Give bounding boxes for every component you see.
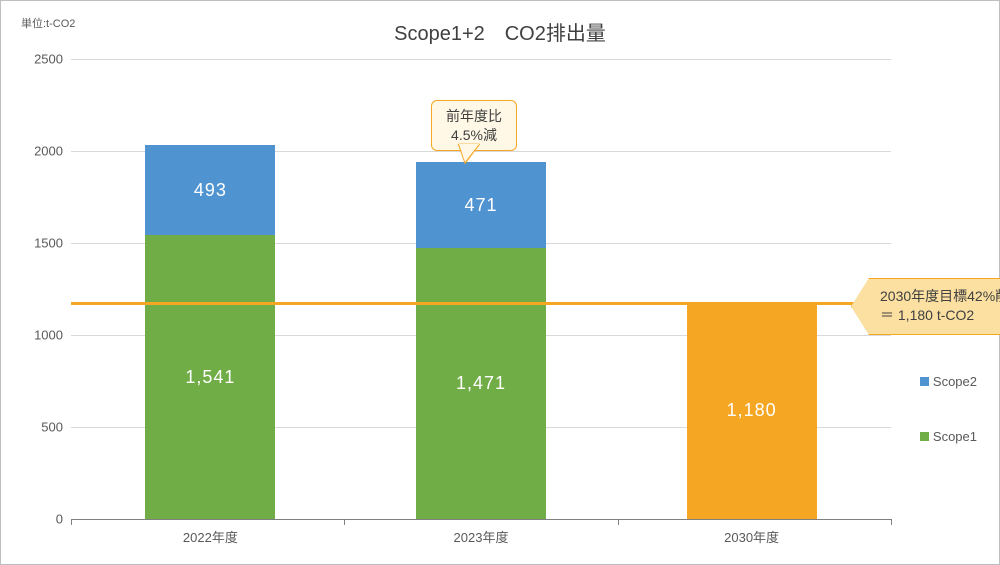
gridline (71, 59, 891, 60)
yoy-callout-line2: 4.5%減 (451, 127, 497, 143)
x-tick (891, 519, 892, 525)
x-tick (618, 519, 619, 525)
target-callout-line1: 2030年度目標42%削減 (880, 288, 1000, 304)
legend: Scope2 Scope1 (920, 374, 977, 484)
x-tick-label: 2023年度 (454, 527, 509, 546)
x-tick (71, 519, 72, 525)
x-tick-label: 2030年度 (724, 527, 779, 546)
bar-segment-scope1: 1,471 (416, 248, 546, 519)
legend-swatch (920, 377, 929, 386)
plot-area: 050010001500200025002022年度2023年度2030年度1,… (71, 59, 891, 519)
yoy-callout-line1: 前年度比 (446, 108, 502, 124)
x-tick-label: 2022年度 (183, 527, 238, 546)
chart-frame: 単位:t-CO2 Scope1+2 CO2排出量 050010001500200… (0, 0, 1000, 565)
target-callout-line2: ＝ 1,180 t-CO2 (880, 307, 974, 323)
bar-segment-target: 1,180 (687, 302, 817, 519)
legend-item: Scope2 (920, 374, 977, 389)
bar-segment-scope1: 1,541 (145, 235, 275, 519)
target-callout: 2030年度目標42%削減 ＝ 1,180 t-CO2 (851, 278, 1000, 335)
x-axis-line (71, 519, 891, 520)
legend-label: Scope2 (933, 374, 977, 389)
legend-label: Scope1 (933, 429, 977, 444)
y-tick-label: 0 (56, 512, 63, 527)
legend-item: Scope1 (920, 429, 977, 444)
bar-stack: 1,471471 (416, 162, 546, 519)
y-tick-label: 1000 (34, 328, 63, 343)
bar-stack: 1,541493 (145, 145, 275, 519)
legend-swatch (920, 432, 929, 441)
y-tick-label: 1500 (34, 236, 63, 251)
y-tick-label: 2000 (34, 144, 63, 159)
y-tick-label: 2500 (34, 52, 63, 67)
bar-segment-scope2: 493 (145, 145, 275, 236)
chart-title: Scope1+2 CO2排出量 (1, 17, 999, 46)
bar-stack: 1,180 (687, 302, 817, 519)
bar-segment-scope2: 471 (416, 162, 546, 249)
x-tick (344, 519, 345, 525)
y-tick-label: 500 (41, 420, 63, 435)
yoy-callout-tail (459, 144, 479, 162)
target-line (71, 302, 891, 305)
